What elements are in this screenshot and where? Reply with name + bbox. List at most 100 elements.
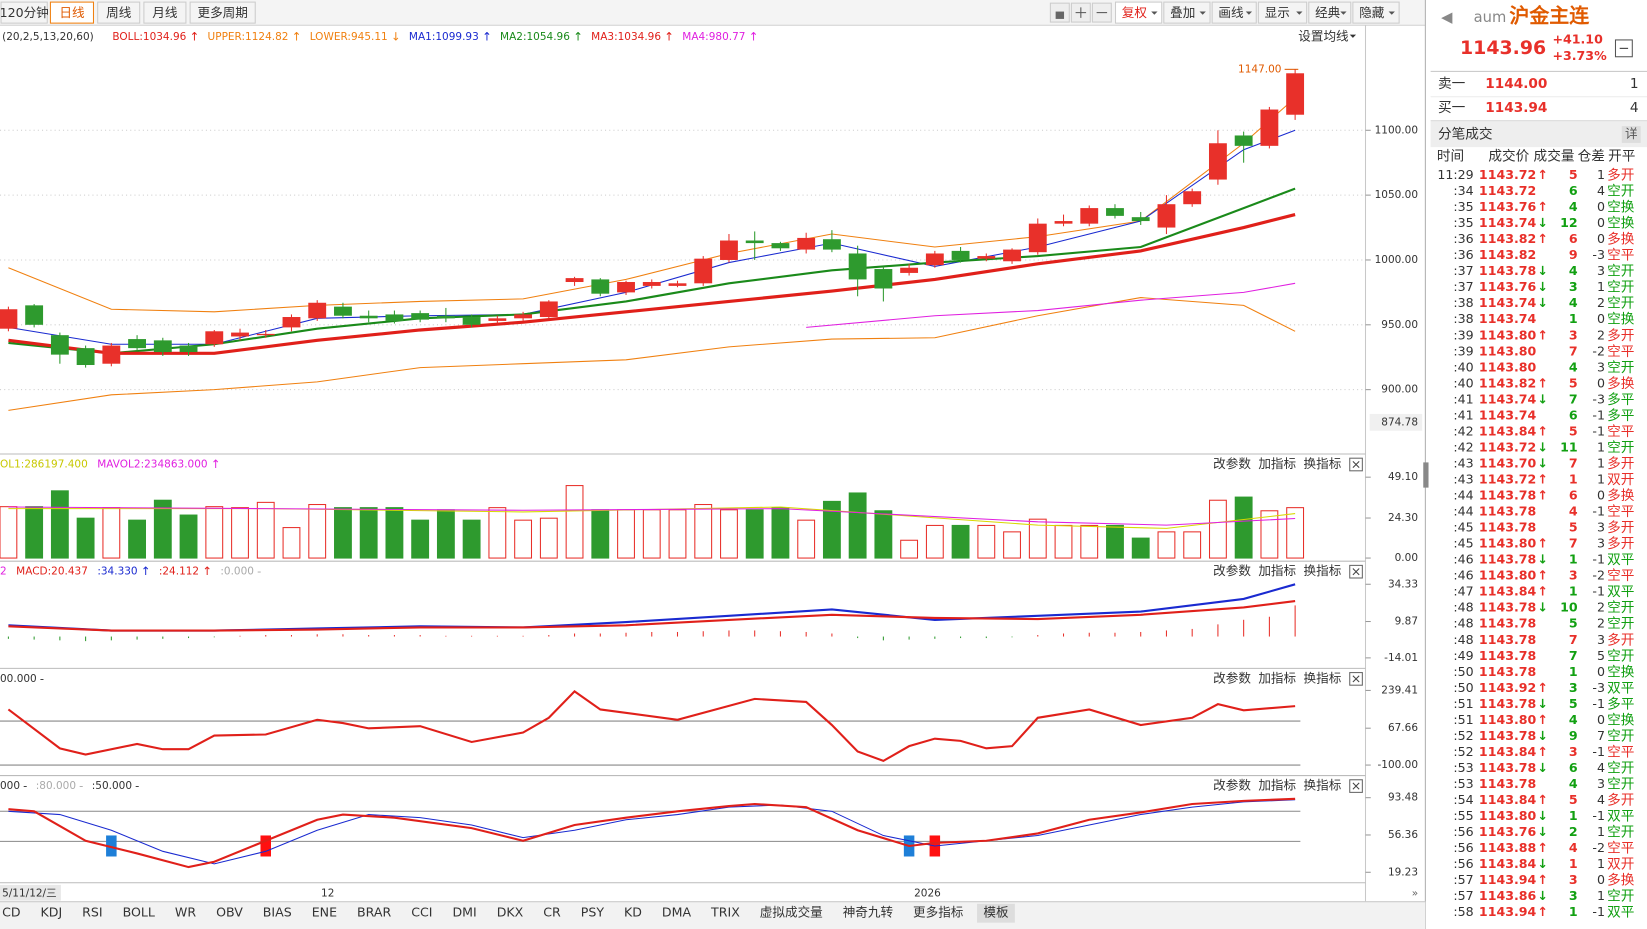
settings-button[interactable]: 设置均线: [1298, 28, 1349, 43]
period-button[interactable]: [49, 1, 95, 24]
candle-body: [50, 335, 69, 355]
back-arrow[interactable]: ◀: [1441, 9, 1453, 26]
pane-button[interactable]: 换指标: [1304, 456, 1342, 471]
indicator-line: [7, 690, 1296, 763]
tick-type: 空换: [1607, 199, 1635, 216]
pane-button[interactable]: 改参数: [1213, 778, 1251, 793]
tick-type: 空开: [1607, 760, 1634, 776]
pane-button[interactable]: 加指标: [1258, 670, 1296, 685]
tick-type: 双平: [1607, 584, 1634, 600]
volume-bar: [1003, 531, 1021, 559]
tick-arrow: ↓: [1537, 888, 1548, 903]
indicator-tab[interactable]: OBV: [216, 905, 243, 920]
close-icon: [1352, 460, 1360, 469]
dropdown-caret: [1245, 11, 1253, 15]
indicator-tab[interactable]: RSI: [82, 905, 102, 920]
tick-price: 1143.94: [1479, 872, 1537, 887]
dropdown-caret: [1296, 11, 1303, 15]
dropdown-caret: [1151, 11, 1158, 15]
tick-oi-change: 4: [1597, 183, 1605, 198]
pane-button[interactable]: 改参数: [1213, 456, 1251, 471]
indicator-tab[interactable]: CCI: [411, 905, 432, 920]
indicator-tab[interactable]: 虚拟成交量: [760, 905, 823, 920]
tool-button[interactable]: [1163, 1, 1211, 24]
period-button[interactable]: [0, 1, 48, 24]
tick-type: 多开: [1607, 792, 1634, 809]
detail-button[interactable]: [1621, 126, 1641, 143]
tick-time: :35: [1453, 215, 1473, 230]
indicator-tab[interactable]: KDJ: [41, 905, 63, 920]
indicator-tab[interactable]: BOLL: [123, 905, 155, 920]
tool-button[interactable]: [1114, 1, 1163, 24]
y-tick-label: -100.00: [1377, 759, 1418, 771]
pane-button[interactable]: 加指标: [1258, 778, 1296, 793]
period-label: 周线: [106, 5, 132, 20]
pane-button[interactable]: 加指标: [1258, 563, 1296, 578]
tick-volume: 9: [1569, 728, 1578, 743]
period-button[interactable]: [97, 1, 141, 24]
volume-bar: [1260, 510, 1279, 559]
tick-volume: 7: [1569, 632, 1578, 647]
volume-bar: [822, 500, 841, 559]
collapse-handle[interactable]: [1423, 462, 1429, 488]
tick-time: :39: [1453, 343, 1473, 358]
tool-button[interactable]: [1257, 1, 1308, 24]
tick-arrow: ↓: [1537, 808, 1548, 823]
scroll-arrow[interactable]: »: [1412, 887, 1418, 899]
tool-label: 叠加: [1170, 5, 1195, 20]
pane-button[interactable]: 换指标: [1304, 778, 1342, 793]
tick-time: :37: [1453, 279, 1473, 294]
tick-volume: 11: [1560, 439, 1578, 454]
tick-type: 多换: [1607, 872, 1635, 889]
indicator-value: 000: [0, 780, 20, 792]
tick-type: 双平: [1607, 905, 1634, 921]
y-tick-label: 9.87: [1395, 616, 1418, 628]
indicator-arrow: ↑: [573, 29, 583, 43]
volume-bar: [617, 509, 635, 559]
period-button[interactable]: [189, 1, 256, 24]
tick-price: 1143.70: [1479, 455, 1537, 470]
indicator-tab[interactable]: BRAR: [357, 905, 391, 920]
period-button[interactable]: [143, 1, 187, 24]
pane-button[interactable]: 换指标: [1304, 563, 1342, 578]
indicator-tab[interactable]: DMA: [662, 905, 692, 920]
pane-button[interactable]: 改参数: [1213, 670, 1251, 685]
tick-price: 1143.74: [1479, 215, 1537, 230]
indicator-arrow: ↑: [211, 457, 221, 471]
tick-oi-change: 2: [1597, 600, 1605, 615]
tool-button[interactable]: [1211, 1, 1257, 24]
indicator-tab[interactable]: CD: [2, 905, 20, 920]
indicator-tab[interactable]: 更多指标: [913, 905, 964, 920]
tick-time: :49: [1453, 648, 1473, 663]
indicator-tab[interactable]: 神奇九转: [843, 905, 894, 920]
pane-button[interactable]: 换指标: [1304, 670, 1342, 685]
tick-type: 多开: [1607, 535, 1634, 552]
indicator-tab[interactable]: ENE: [312, 905, 337, 920]
indicator-tab[interactable]: BIAS: [263, 905, 292, 920]
indicator-value: :0.000: [220, 566, 254, 578]
tick-time: :44: [1453, 488, 1473, 503]
indicator-tab[interactable]: 模板: [983, 905, 1009, 920]
indicator-tab[interactable]: WR: [175, 905, 196, 920]
indicator-arrow: -: [135, 779, 139, 793]
tick-price: 1143.94: [1479, 904, 1537, 919]
indicator-tab[interactable]: CR: [543, 905, 561, 920]
indicator-tab[interactable]: DMI: [452, 905, 476, 920]
indicator-tab[interactable]: PSY: [581, 905, 605, 920]
period-label: 日线: [59, 5, 85, 20]
tool-button[interactable]: [1352, 1, 1400, 24]
candle-body: [1208, 143, 1227, 180]
candle-body: [411, 313, 430, 320]
indicator-tab[interactable]: DKX: [497, 905, 524, 920]
candle-body: [205, 331, 224, 345]
indicator-tab[interactable]: KD: [624, 905, 642, 920]
tick-price: 1143.80: [1479, 568, 1537, 583]
indicator-tab[interactable]: TRIX: [710, 905, 740, 920]
pane-button[interactable]: 改参数: [1213, 563, 1251, 578]
tick-time: :35: [1453, 199, 1473, 214]
tick-volume: 1: [1569, 904, 1578, 919]
tick-arrow: ↑: [1537, 840, 1548, 855]
tick-oi-change: -3: [1592, 247, 1605, 262]
tool-button[interactable]: [1308, 1, 1352, 24]
pane-button[interactable]: 加指标: [1258, 456, 1296, 471]
